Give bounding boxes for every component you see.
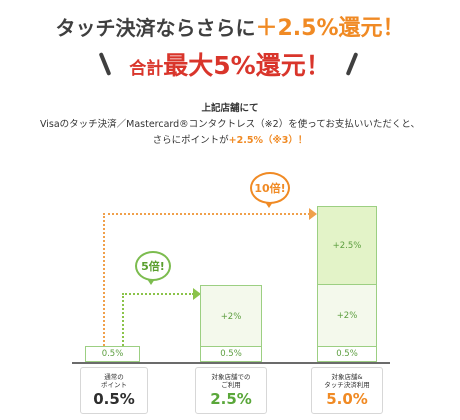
green-arrowhead-icon [193,288,201,300]
five-times-callout-tail [147,279,155,285]
orange-connector-vertical [103,213,105,346]
label-eligible-caption-1: 対象店舗での [211,373,251,381]
ten-times-callout-tail [265,202,273,208]
bar-col2-top-label: +2% [220,311,242,322]
bar-col3-base-label: 0.5% [336,349,358,359]
label-store-and-touch: 対象店舗& タッチ決済利用 5.0% [311,367,383,414]
label-eligible-store: 対象店舗での ご利用 2.5% [195,367,267,414]
bar-col3-top-label: +2.5% [332,241,362,251]
label-eligible-caption-2: ご利用 [221,381,241,389]
ten-times-callout: 10倍! [250,172,290,204]
description-line3-prefix: さらにポイントが [152,135,229,146]
headline-line2-big: 最大5%還元！ [163,51,331,80]
headline-line1: タッチ決済ならさらに＋2.5%還元！ [0,10,460,42]
label-normal-value: 0.5% [93,390,135,408]
green-connector-horizontal [122,293,194,295]
bar-col3-mid-label: +2% [336,311,358,321]
bar-col3-top: +2.5% [317,206,377,286]
headline-line1-accent: ＋2.5%還元！ [255,16,405,41]
green-connector-vertical [122,293,124,346]
orange-connector-horizontal [103,213,310,215]
label-touch-value: 5.0% [326,390,368,408]
bar-col1-base: 0.5% [85,346,140,362]
bar-col2-base: 0.5% [200,346,262,362]
description-line1: 上記店舗にて [201,103,259,114]
headline-line2-small: 合計 [129,59,164,79]
headline-line2: 合計最大5%還元！ [0,46,460,82]
description-line3: さらにポイントが+2.5%（※3）！ [0,132,460,146]
label-normal-points: 通常の ポイント 0.5% [80,367,148,414]
orange-arrowhead-icon [309,208,317,220]
label-normal-caption-1: 通常の [104,373,124,381]
label-eligible-value: 2.5% [210,390,252,408]
label-normal-caption-2: ポイント [101,381,127,389]
five-times-callout: 5倍! [135,251,171,281]
ten-times-text: 10倍! [254,182,286,195]
description-line3-accent: +2.5%（※3）！ [228,135,308,146]
bar-col3-base: 0.5% [317,346,377,362]
bar-col3-mid: +2% [317,284,377,348]
bar-col1-base-label: 0.5% [101,349,124,359]
label-touch-caption-2: タッチ決済利用 [324,381,370,389]
label-touch-caption-1: 対象店舗& [331,373,363,381]
chart-baseline [72,362,390,364]
bar-col2-top: +2% [200,285,262,348]
bar-col2-base-label: 0.5% [220,349,242,359]
headline-line1-prefix: タッチ決済ならさらに [55,16,256,40]
five-times-text: 5倍! [141,260,165,273]
description-line2: Visaのタッチ決済／Mastercard®コンタクトレス（※2）を使ってお支払… [39,119,421,130]
